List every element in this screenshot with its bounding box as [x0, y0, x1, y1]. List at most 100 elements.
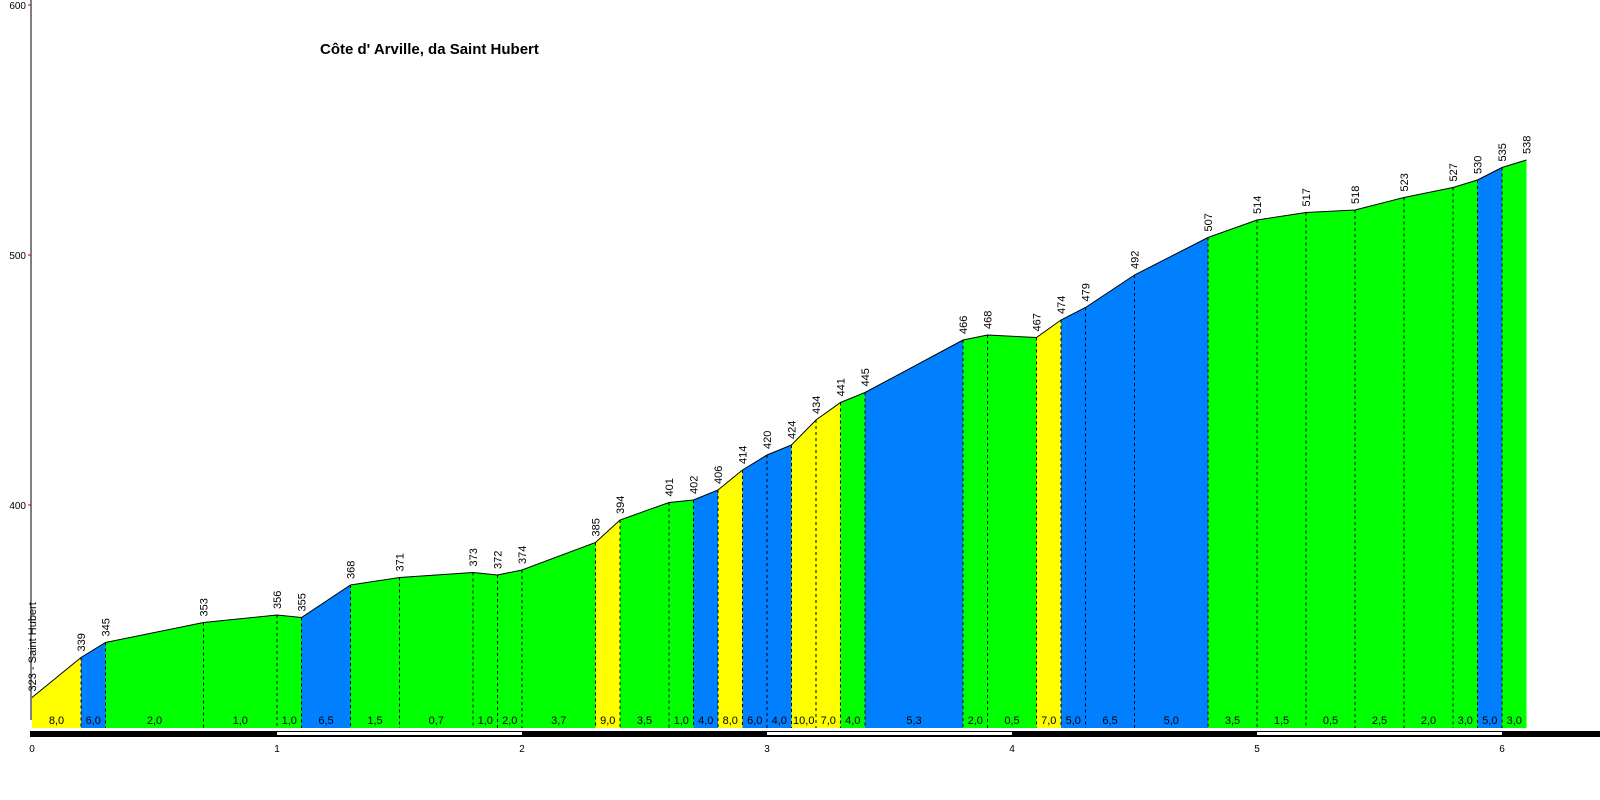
profile-segment: [473, 572, 498, 728]
elevation-label: 467: [1032, 313, 1044, 331]
gradient-label: 9,0: [600, 715, 615, 727]
elevation-label: 514: [1252, 196, 1264, 214]
elevation-labels: 323 - Saint Hubert 339 345 353 356 355 368 371 3…: [27, 136, 1534, 692]
gradient-label: 3,7: [551, 715, 566, 727]
gradient-label: 2,0: [968, 715, 983, 727]
profile-segment: [840, 392, 865, 728]
elevation-label: 374: [517, 546, 529, 564]
elevation-label: 353: [199, 598, 211, 616]
elevation-label: 517: [1301, 188, 1313, 206]
gradient-label: 7,0: [821, 715, 836, 727]
gradient-label: 6,5: [318, 715, 333, 727]
profile-segment: [595, 520, 620, 728]
profile-segment: [767, 445, 792, 728]
profile-segment: [1085, 275, 1135, 728]
x-axis-km-band: [1257, 732, 1502, 735]
y-tick-label: 600: [9, 1, 26, 12]
gradient-label: 1,0: [282, 715, 297, 727]
elevation-label: 441: [836, 378, 848, 396]
profile-outline: [31, 159, 1527, 698]
elevation-label: 523: [1399, 173, 1411, 191]
gradient-label: 10,0: [793, 715, 814, 727]
profile-segment: [963, 335, 988, 728]
chart-title: Côte d' Arville, da Saint Hubert: [320, 41, 539, 58]
profile-segment: [693, 490, 718, 728]
gradient-label: 0,5: [1323, 715, 1338, 727]
elevation-label: 371: [395, 553, 407, 571]
gradient-label: 3,5: [637, 715, 652, 727]
profile-segment: [301, 585, 351, 728]
profile-segment: [791, 420, 816, 728]
x-tick-label: 1: [274, 744, 280, 755]
gradient-label: 3,5: [1225, 715, 1240, 727]
gradient-label: 2,0: [1421, 715, 1436, 727]
gradient-label: 5,0: [1164, 715, 1179, 727]
elevation-label: 445: [860, 368, 872, 386]
elevation-label: 368: [346, 561, 358, 579]
x-tick-label: 6: [1499, 744, 1505, 755]
x-tick-label: 3: [764, 744, 770, 755]
gradient-label: 3,0: [1507, 715, 1522, 727]
elevation-label: 420: [762, 431, 774, 449]
elevation-label: 345: [101, 618, 113, 636]
gradient-label: 6,0: [747, 715, 762, 727]
elevation-label: 339: [76, 633, 88, 651]
profile-segment: [522, 542, 596, 728]
elevation-label: 401: [664, 478, 676, 496]
gradient-label: 2,5: [1372, 715, 1387, 727]
profile-segment: [1208, 220, 1257, 728]
elevation-label: 402: [689, 476, 701, 494]
elevation-label: 424: [787, 421, 799, 439]
elevation-label: 466: [958, 316, 970, 334]
elevation-label: 527: [1448, 163, 1460, 181]
elevation-label: 468: [983, 311, 995, 329]
x-axis-km-band: [767, 732, 1012, 735]
profile-segment: [865, 340, 963, 728]
profile-segment: [1477, 167, 1502, 728]
y-tick-label: 400: [9, 501, 26, 512]
profile-segment: [105, 622, 204, 728]
profile-segment: [620, 502, 669, 728]
elevation-label: 474: [1056, 296, 1068, 314]
elevation-label: 406: [713, 466, 725, 484]
x-tick-label: 0: [29, 744, 35, 755]
elevation-label: 492: [1130, 251, 1142, 269]
gradient-label: 2,0: [502, 715, 517, 727]
profile-segment: [816, 402, 841, 728]
elevation-label: 385: [591, 518, 603, 536]
elevation-label: 394: [615, 496, 627, 514]
profile-segments: [32, 160, 1527, 728]
gradient-label: 0,7: [429, 715, 444, 727]
x-axis-km-band: [277, 732, 522, 735]
profile-segment: [81, 642, 106, 728]
gradient-label: 8,0: [723, 715, 738, 727]
profile-segment: [1257, 212, 1306, 728]
gradient-label: 4,0: [772, 715, 787, 727]
elevation-label: 479: [1081, 283, 1093, 301]
x-tick-label: 2: [519, 744, 525, 755]
elevation-label: 414: [738, 446, 750, 464]
profile-segment: [277, 615, 302, 728]
profile-segment: [1061, 307, 1086, 728]
gradient-label: 8,0: [49, 715, 64, 727]
profile-segment: [497, 570, 522, 728]
y-tick-label: 500: [9, 251, 26, 262]
x-tick-label: 4: [1009, 744, 1015, 755]
profile-segment: [718, 470, 743, 728]
gradient-label: 6,5: [1102, 715, 1117, 727]
profile-segment: [987, 335, 1037, 728]
elevation-label: 530: [1473, 156, 1485, 174]
profile-segment: [742, 455, 767, 728]
x-tick-label: 5: [1254, 744, 1260, 755]
elevation-label: 355: [297, 593, 309, 611]
gradient-label: 3,0: [1458, 715, 1473, 727]
gradient-label: 1,0: [233, 715, 248, 727]
elevation-label: 373: [468, 548, 480, 566]
gradient-label: 1,0: [478, 715, 493, 727]
gradient-label: 6,0: [86, 715, 101, 727]
profile-segment: [203, 615, 277, 728]
gradient-label: 5,0: [1482, 715, 1497, 727]
gradient-label: 7,0: [1041, 715, 1056, 727]
